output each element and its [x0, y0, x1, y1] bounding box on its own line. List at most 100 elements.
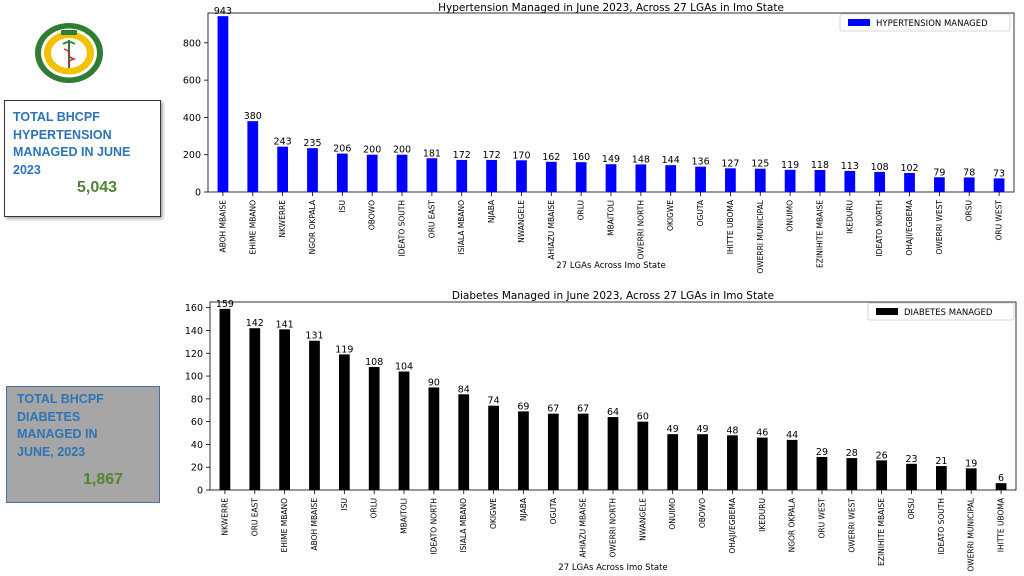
- c2-data-label: 28: [846, 448, 858, 459]
- c2-bar: [577, 413, 589, 490]
- c2-bar: [309, 340, 320, 490]
- c2-data-label: 90: [428, 377, 440, 388]
- c2-x-tick-label: ISIALA MBANO: [459, 498, 468, 553]
- diabetes-bar-chart: Diabetes Managed in June 2023, Across 27…: [185, 290, 1017, 573]
- c2-legend: DIABETES MANAGED: [867, 302, 1015, 321]
- c2-data-label: 44: [786, 430, 798, 441]
- c2-data-label: 23: [905, 454, 917, 465]
- c2-bar: [727, 435, 738, 490]
- c2-bar: [398, 371, 410, 490]
- c2-y-tick-label: 20: [191, 463, 203, 474]
- c2-bar: [876, 460, 888, 490]
- c1-x-tick-label: ORU EAST: [427, 200, 436, 239]
- c1-data-label: 119: [781, 160, 799, 171]
- c2-data-label: 159: [216, 299, 234, 310]
- hypertension-total-label: TOTAL BHCPF HYPERTENSION MANAGED IN JUNE…: [13, 110, 131, 177]
- c2-bar: [249, 328, 261, 490]
- c1-data-label: 243: [274, 137, 292, 148]
- c1-bar: [695, 166, 706, 192]
- c2-data-label: 49: [697, 424, 709, 435]
- c1-bar: [635, 164, 647, 192]
- c1-x-tick-label: NKWERRE: [278, 200, 287, 238]
- c1-y-tick-label: 400: [183, 113, 201, 124]
- c1-data-label: 181: [423, 148, 441, 159]
- c2-chart-title: Diabetes Managed in June 2023, Across 27…: [452, 290, 774, 302]
- c2-x-tick-label: OKIGWE: [489, 498, 498, 529]
- c2-data-label: 48: [726, 425, 738, 436]
- c1-data-label: 206: [333, 144, 351, 155]
- c2-data-label: 67: [577, 404, 589, 415]
- c2-y-tick-label: 160: [185, 303, 203, 314]
- c2-data-label: 19: [965, 458, 977, 469]
- c2-y-tick-label: 40: [191, 440, 203, 451]
- c1-bar: [426, 158, 438, 192]
- c2-bar: [637, 421, 649, 490]
- c2-x-tick-label: ORU WEST: [817, 498, 826, 539]
- c1-bar: [993, 178, 1005, 192]
- c2-data-label: 46: [756, 428, 768, 439]
- c1-bar: [904, 172, 915, 192]
- c2-x-tick-label: IKEDURU: [758, 498, 767, 532]
- hypertension-total-card: TOTAL BHCPF HYPERTENSION MANAGED IN JUNE…: [4, 100, 161, 217]
- c1-bar: [605, 164, 617, 192]
- c1-bar: [874, 171, 886, 192]
- c2-x-tick-label: IDEATO SOUTH: [937, 498, 946, 555]
- c2-data-label: 108: [365, 357, 383, 368]
- c1-data-label: 118: [811, 160, 829, 171]
- c2-data-label: 60: [637, 412, 649, 423]
- c2-bar: [965, 468, 977, 490]
- c1-x-tick-label: ORLU: [577, 200, 586, 220]
- c1-x-tick-label: ISU: [338, 200, 347, 212]
- c1-bar: [396, 154, 408, 192]
- c2-bar: [368, 366, 380, 490]
- c2-data-label: 142: [246, 318, 264, 329]
- c2-data-label: 21: [935, 456, 947, 467]
- c1-x-tick-label: ONUIMO: [786, 200, 795, 232]
- c1-data-label: 149: [602, 154, 620, 165]
- c2-x-tick-label: OGUTA: [549, 497, 558, 524]
- c2-x-tick-label: ONUIMO: [668, 498, 677, 530]
- c1-bar: [844, 170, 856, 192]
- c1-data-label: 79: [933, 167, 945, 178]
- c2-x-tick-label: OWERRI MUNICIPAL: [967, 497, 976, 571]
- c1-bar: [217, 16, 229, 192]
- diabetes-total-value: 1,867: [83, 471, 124, 488]
- c2-x-tick-label: ABOH MBAISE: [310, 498, 319, 551]
- c1-data-label: 127: [721, 158, 739, 169]
- c2-data-label: 64: [607, 407, 619, 418]
- c2-bar: [846, 458, 858, 490]
- c2-x-tick-label: NGOR OKPALA: [788, 497, 797, 552]
- c1-y-tick-label: 0: [195, 188, 201, 199]
- c1-y-tick-label: 600: [183, 76, 201, 87]
- c1-y-tick-label: 800: [183, 38, 201, 49]
- c1-bar: [307, 148, 318, 192]
- imo-state-seal-logo-icon: [35, 23, 103, 83]
- c1-data-label: 172: [483, 150, 501, 161]
- c1-data-label: 102: [900, 163, 918, 174]
- c1-data-label: 380: [244, 111, 262, 122]
- c1-data-label: 136: [691, 157, 709, 168]
- c1-x-tick-label: IHITTE UBOMA: [726, 199, 735, 254]
- c2-legend-swatch: [876, 308, 898, 315]
- c2-x-tick-label: AHIAZU MBAISE: [579, 498, 588, 558]
- c1-x-tick-label: OBOWO: [368, 200, 377, 230]
- c1-x-tick-label: NGOR OKPALA: [308, 199, 317, 254]
- c2-x-tick-label: NKWERRE: [220, 498, 229, 536]
- c2-data-label: 131: [305, 331, 323, 342]
- c2-data-label: 29: [816, 447, 828, 458]
- c2-x-tick-label: IHITTE UBOMA: [997, 497, 1006, 552]
- c2-x-tick-label: ISU: [340, 498, 349, 510]
- c1-x-tick-label: ISIALA MBANO: [457, 200, 466, 255]
- c2-y-tick-label: 100: [185, 372, 203, 383]
- c1-bar: [456, 159, 468, 192]
- c1-legend-label: HYPERTENSION MANAGED: [876, 19, 988, 29]
- c2-bar: [428, 387, 440, 490]
- c1-data-label: 200: [363, 145, 381, 156]
- c2-bar: [756, 437, 768, 490]
- c2-bar: [219, 308, 231, 490]
- c1-x-tick-label: EZINIHITE MBAISE: [815, 200, 824, 268]
- c1-x-tick-label: EHIME MBANO: [248, 200, 257, 255]
- c1-legend: HYPERTENSION MANAGED: [839, 13, 1011, 32]
- c1-y-tick-label: 200: [183, 150, 201, 161]
- c2-x-tick-label: ORU EAST: [250, 498, 259, 537]
